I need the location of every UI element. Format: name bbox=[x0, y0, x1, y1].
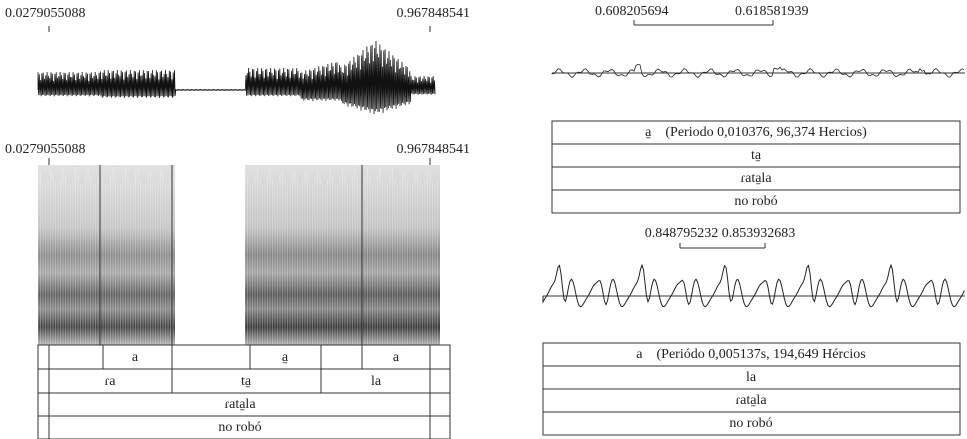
time-label: 0.0279055088 bbox=[5, 142, 86, 157]
row-label: ɾata̱la bbox=[735, 393, 767, 408]
annotation-table: a (Periódo 0,005137s, 194,649 Hércios la… bbox=[542, 342, 961, 436]
time-label: 0.967848541 bbox=[397, 6, 471, 21]
syllable-label: la bbox=[371, 374, 382, 389]
row-label: ta̱ bbox=[751, 148, 762, 163]
word-label: ɾata̱la bbox=[224, 397, 256, 412]
waveform bbox=[37, 40, 436, 115]
waveform bbox=[542, 263, 965, 308]
row-label: ɾata̱la bbox=[740, 171, 772, 186]
gloss-label: no robó bbox=[218, 420, 261, 435]
time-label: 0.967848541 bbox=[397, 142, 471, 157]
segment-label: a̱ bbox=[282, 350, 289, 365]
syllable-label: ɾa bbox=[105, 374, 117, 389]
segment-label: a bbox=[393, 350, 400, 365]
segment-label: a bbox=[132, 350, 139, 365]
waveform-trace bbox=[551, 63, 965, 79]
waveform-trace bbox=[542, 263, 965, 308]
row-label: no robó bbox=[734, 194, 777, 209]
annotation-tiers: a a̱ a ɾa ta̱ la ɾata̱la no robó bbox=[37, 344, 451, 439]
tier-box bbox=[37, 344, 451, 439]
row-label: no robó bbox=[729, 416, 772, 431]
annotation-table: a̱ (Periodo 0,010376, 96,374 Hercios) ta… bbox=[551, 120, 961, 214]
spectrogram-region bbox=[38, 165, 175, 345]
spectrogram-region bbox=[245, 165, 440, 345]
row-label: la bbox=[746, 370, 757, 385]
time-label: 0.608205694 bbox=[595, 4, 669, 19]
syllable-label: ta̱ bbox=[241, 374, 252, 389]
waveform-trace bbox=[37, 40, 436, 115]
time-label: 0.848795232 0.853932683 bbox=[645, 226, 796, 241]
time-label: 0.618581939 bbox=[735, 4, 809, 19]
waveform bbox=[551, 63, 965, 79]
row-label: a (Periódo 0,005137s, 194,649 Hércios bbox=[636, 347, 865, 362]
spectrogram bbox=[37, 165, 440, 345]
time-label: 0.0279055088 bbox=[5, 6, 86, 21]
row-label: a̱ (Periodo 0,010376, 96,374 Hercios) bbox=[645, 125, 867, 140]
